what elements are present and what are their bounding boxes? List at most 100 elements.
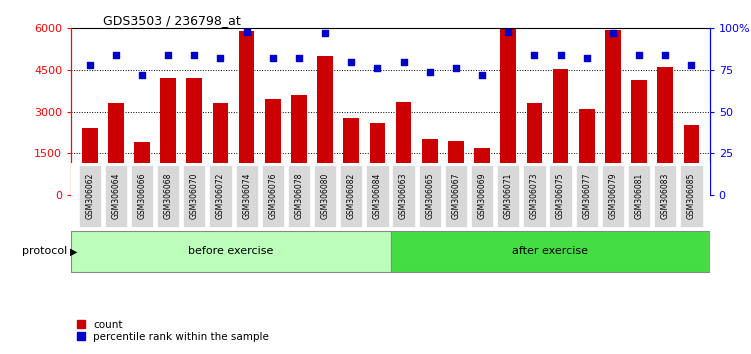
Bar bbox=[474, 148, 490, 195]
Point bbox=[162, 52, 174, 58]
FancyBboxPatch shape bbox=[445, 165, 467, 227]
Text: GSM306085: GSM306085 bbox=[687, 172, 696, 219]
Text: GSM306082: GSM306082 bbox=[347, 172, 356, 219]
Bar bbox=[291, 95, 307, 195]
Point bbox=[83, 62, 95, 68]
Bar bbox=[160, 78, 176, 195]
FancyBboxPatch shape bbox=[575, 165, 598, 227]
FancyBboxPatch shape bbox=[523, 165, 545, 227]
Text: GSM306071: GSM306071 bbox=[504, 172, 513, 219]
Bar bbox=[82, 128, 98, 195]
Bar bbox=[213, 103, 228, 195]
Text: GSM306077: GSM306077 bbox=[582, 172, 591, 219]
Bar bbox=[343, 119, 359, 195]
FancyBboxPatch shape bbox=[471, 165, 493, 227]
Point bbox=[607, 30, 619, 36]
Point bbox=[450, 65, 462, 71]
Text: GDS3503 / 236798_at: GDS3503 / 236798_at bbox=[103, 14, 241, 27]
Bar bbox=[239, 31, 255, 195]
Text: GSM306065: GSM306065 bbox=[425, 172, 434, 219]
Text: GSM306081: GSM306081 bbox=[635, 172, 644, 219]
FancyBboxPatch shape bbox=[71, 231, 391, 272]
Bar bbox=[448, 141, 464, 195]
Bar bbox=[500, 28, 516, 195]
Bar bbox=[579, 109, 595, 195]
FancyBboxPatch shape bbox=[288, 165, 310, 227]
Text: after exercise: after exercise bbox=[512, 246, 588, 256]
Bar bbox=[553, 69, 569, 195]
Point bbox=[502, 29, 514, 34]
Text: GSM306075: GSM306075 bbox=[556, 172, 565, 219]
Bar bbox=[134, 142, 150, 195]
Text: GSM306078: GSM306078 bbox=[294, 172, 303, 219]
Text: ▶: ▶ bbox=[70, 246, 77, 256]
Text: GSM306073: GSM306073 bbox=[530, 172, 539, 219]
FancyBboxPatch shape bbox=[104, 165, 127, 227]
Point bbox=[240, 29, 252, 34]
Point bbox=[372, 65, 384, 71]
Bar bbox=[657, 67, 673, 195]
Point bbox=[110, 52, 122, 58]
Text: GSM306062: GSM306062 bbox=[85, 172, 94, 219]
Bar bbox=[396, 102, 412, 195]
Point bbox=[686, 62, 698, 68]
Point bbox=[319, 30, 331, 36]
Text: GSM306069: GSM306069 bbox=[478, 172, 487, 219]
Text: GSM306067: GSM306067 bbox=[451, 172, 460, 219]
FancyBboxPatch shape bbox=[680, 165, 702, 227]
FancyBboxPatch shape bbox=[391, 231, 710, 272]
FancyBboxPatch shape bbox=[79, 165, 101, 227]
Bar bbox=[369, 122, 385, 195]
Point bbox=[659, 52, 671, 58]
Text: GSM306076: GSM306076 bbox=[268, 172, 277, 219]
Bar bbox=[683, 125, 699, 195]
Point bbox=[136, 72, 148, 78]
Point bbox=[189, 52, 201, 58]
Point bbox=[397, 59, 409, 64]
FancyBboxPatch shape bbox=[157, 165, 179, 227]
FancyBboxPatch shape bbox=[340, 165, 363, 227]
Text: GSM306070: GSM306070 bbox=[190, 172, 199, 219]
Bar bbox=[631, 80, 647, 195]
Bar bbox=[422, 139, 438, 195]
FancyBboxPatch shape bbox=[497, 165, 520, 227]
Text: GSM306068: GSM306068 bbox=[164, 172, 173, 219]
Point bbox=[476, 72, 488, 78]
FancyBboxPatch shape bbox=[366, 165, 388, 227]
FancyBboxPatch shape bbox=[418, 165, 441, 227]
Text: GSM306072: GSM306072 bbox=[216, 172, 225, 219]
Point bbox=[293, 56, 305, 61]
FancyBboxPatch shape bbox=[550, 165, 572, 227]
Text: GSM306080: GSM306080 bbox=[321, 172, 330, 219]
FancyBboxPatch shape bbox=[236, 165, 258, 227]
Bar bbox=[605, 30, 621, 195]
FancyBboxPatch shape bbox=[261, 165, 284, 227]
Point bbox=[581, 56, 593, 61]
Text: GSM306066: GSM306066 bbox=[137, 172, 146, 219]
FancyBboxPatch shape bbox=[183, 165, 206, 227]
Text: before exercise: before exercise bbox=[189, 246, 273, 256]
FancyBboxPatch shape bbox=[628, 165, 650, 227]
FancyBboxPatch shape bbox=[602, 165, 624, 227]
FancyBboxPatch shape bbox=[131, 165, 153, 227]
Text: GSM306063: GSM306063 bbox=[399, 172, 408, 219]
Text: GSM306084: GSM306084 bbox=[373, 172, 382, 219]
Point bbox=[345, 59, 357, 64]
Point bbox=[215, 56, 227, 61]
Text: GSM306064: GSM306064 bbox=[111, 172, 120, 219]
Point bbox=[267, 56, 279, 61]
Bar bbox=[526, 103, 542, 195]
Point bbox=[633, 52, 645, 58]
FancyBboxPatch shape bbox=[314, 165, 336, 227]
FancyBboxPatch shape bbox=[210, 165, 231, 227]
Bar bbox=[108, 103, 124, 195]
Text: GSM306074: GSM306074 bbox=[242, 172, 251, 219]
Text: GSM306083: GSM306083 bbox=[661, 172, 670, 219]
Bar bbox=[265, 99, 281, 195]
FancyBboxPatch shape bbox=[393, 165, 415, 227]
Bar bbox=[317, 56, 333, 195]
FancyBboxPatch shape bbox=[654, 165, 677, 227]
Point bbox=[554, 52, 566, 58]
Point bbox=[529, 52, 541, 58]
Text: GSM306079: GSM306079 bbox=[608, 172, 617, 219]
